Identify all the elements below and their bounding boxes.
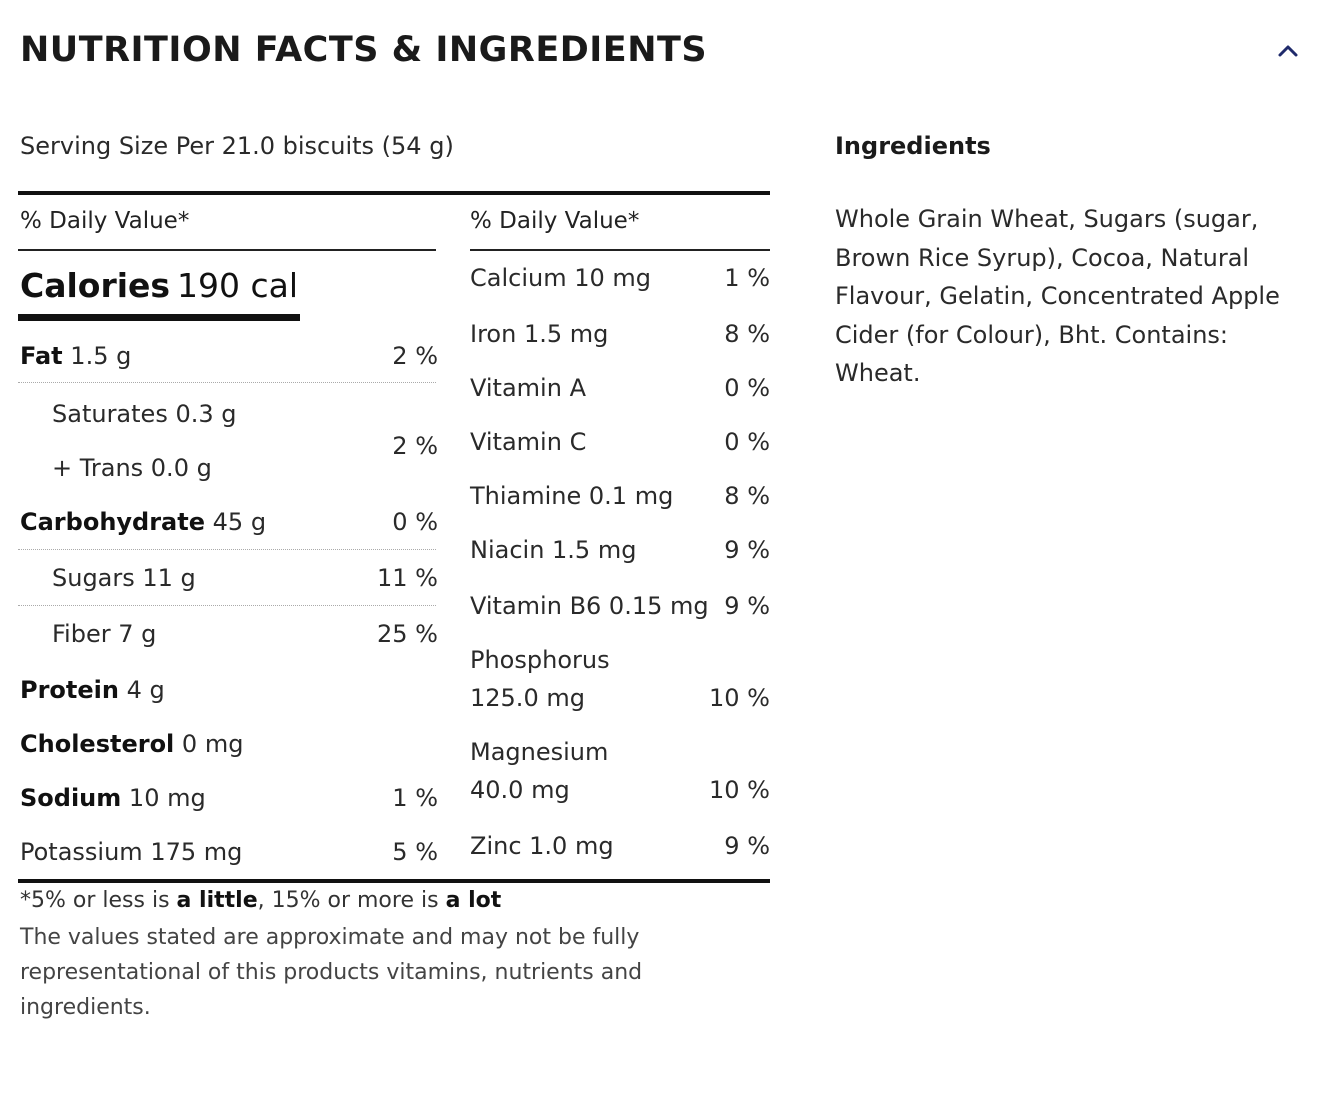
nutrient-row-saturates: Saturates 0.3 g [20,400,438,430]
daily-value-header-left: % Daily Value* [20,208,190,234]
nutrient-row-vitamin-c: Vitamin C 0 % [470,428,770,458]
nutrient-percent: 0 % [724,428,770,456]
nutrient-row-sodium: Sodium 10 mg 1 % [20,784,438,814]
nutrient-row-fiber: Fiber 7 g 25 % [20,620,438,650]
nutrient-percent: 5 % [392,838,438,866]
nutrient-name: Sugars 11 g [52,564,196,592]
nutrient-name: Saturates 0.3 g [52,400,237,428]
calories-label: Calories [20,266,171,305]
nutrient-percent: 9 % [724,592,770,620]
bottom-divider [18,879,770,883]
nutrient-amount: 40.0 mg [470,776,570,804]
nutrient-name: Vitamin C [470,428,587,456]
nutrient-row-potassium: Potassium 175 mg 5 % [20,838,438,868]
dotted-divider [18,549,436,550]
nutrient-name: Phosphorus [470,646,610,674]
nutrient-row-fat: Fat 1.5 g 2 % [20,342,438,372]
nutrient-percent: 0 % [392,508,438,536]
chevron-up-icon [1278,45,1298,57]
dotted-divider [18,605,436,606]
nutrient-amount: 1.5 g [70,342,132,370]
nutrient-percent: 10 % [709,776,770,804]
serving-size: Serving Size Per 21.0 biscuits (54 g) [20,132,454,160]
nutrient-row-carbohydrate: Carbohydrate 45 g 0 % [20,508,438,538]
nutrient-name: Iron 1.5 mg [470,320,609,348]
ingredients-text: Whole Grain Wheat, Sugars (sugar, Brown … [835,205,1280,387]
section-title: NUTRITION FACTS & INGREDIENTS [20,30,708,70]
nutrient-name: + Trans 0.0 g [52,454,212,482]
nutrient-row-phosphorus: Phosphorus 125.0 mg 10 % [470,646,770,716]
nutrient-name: Fiber 7 g [52,620,157,648]
nutrient-percent: 2 % [392,342,438,370]
nutrient-row-sugars: Sugars 11 g 11 % [20,564,438,594]
nutrient-name: Niacin 1.5 mg [470,536,637,564]
dotted-divider [18,382,436,383]
top-divider [18,191,770,195]
nutrient-amount: 0 mg [181,730,244,758]
nutrient-percent: 9 % [724,536,770,564]
nutrient-row-iron: Iron 1.5 mg 8 % [470,320,770,350]
nutrient-row-saturates-trans-percent: 2 % [20,432,438,462]
nutrient-row-vitamin-b6: Vitamin B6 0.15 mg 9 % [470,592,770,622]
nutrient-row-trans: + Trans 0.0 g [20,454,438,484]
nutrient-percent: 1 % [724,264,770,292]
collapse-toggle-button[interactable] [1274,36,1302,64]
nutrient-percent: 10 % [709,684,770,712]
nutrient-row-zinc: Zinc 1.0 mg 9 % [470,832,770,862]
ingredients-heading: Ingredients [835,132,991,160]
nutrient-row-cholesterol: Cholesterol 0 mg [20,730,438,760]
nutrient-row-thiamine: Thiamine 0.1 mg 8 % [470,482,770,512]
nutrient-percent: 2 % [392,432,438,460]
nutrient-name: Carbohydrate [20,508,206,536]
nutrient-row-calcium: Calcium 10 mg 1 % [470,264,770,294]
nutrient-name: Vitamin A [470,374,586,402]
nutrient-name: Protein [20,676,119,704]
nutrient-name: Magnesium [470,738,609,766]
left-dv-divider [18,249,436,251]
right-dv-divider [470,249,770,251]
calories-value: 190 cal [177,266,299,305]
nutrient-percent: 8 % [724,320,770,348]
daily-value-footnote: *5% or less is a little, 15% or more is … [20,888,502,913]
nutrient-name: Cholesterol [20,730,175,758]
nutrient-row-niacin: Niacin 1.5 mg 9 % [470,536,770,566]
nutrient-name: Zinc 1.0 mg [470,832,614,860]
nutrient-name: Calcium 10 mg [470,264,651,292]
nutrient-amount: 10 mg [128,784,206,812]
nutrient-row-magnesium: Magnesium 40.0 mg 10 % [470,738,770,808]
nutrient-amount: 4 g [126,676,165,704]
nutrient-name: Thiamine 0.1 mg [470,482,674,510]
daily-value-header-right: % Daily Value* [470,208,640,234]
nutrient-percent: 1 % [392,784,438,812]
nutrient-percent: 0 % [724,374,770,402]
nutrient-name: Sodium [20,784,122,812]
nutrient-amount: 125.0 mg [470,684,585,712]
calories-underline [18,314,300,321]
nutrient-row-vitamin-a: Vitamin A 0 % [470,374,770,404]
disclaimer-text: The values stated are approximate and ma… [20,925,643,1020]
nutrient-percent: 25 % [377,620,438,648]
nutrient-percent: 11 % [377,564,438,592]
nutrient-name: Fat [20,342,63,370]
nutrient-name: Potassium 175 mg [20,838,243,866]
nutrient-percent: 9 % [724,832,770,860]
nutrient-name: Vitamin B6 0.15 mg [470,592,709,620]
nutrient-amount: 45 g [212,508,267,536]
nutrient-percent: 8 % [724,482,770,510]
nutrient-row-protein: Protein 4 g [20,676,438,706]
